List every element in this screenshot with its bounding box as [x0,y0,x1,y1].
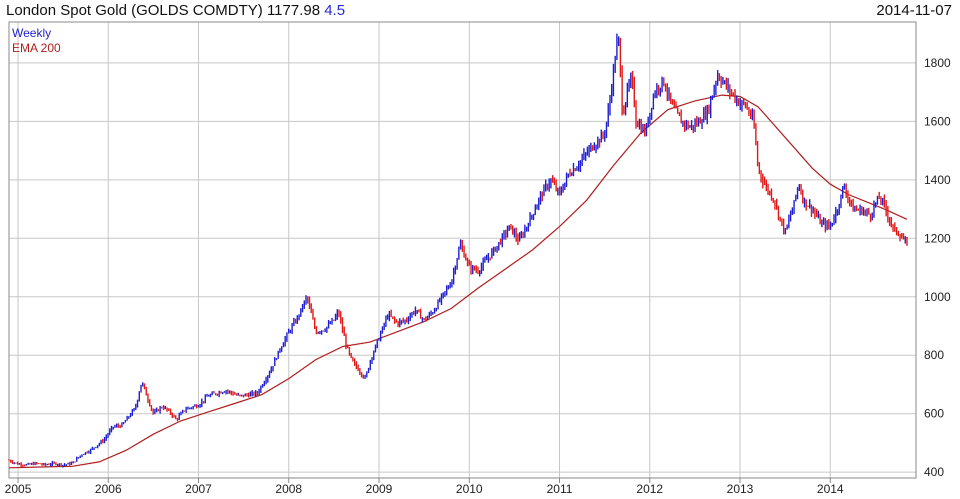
x-tick-label: 2011 [547,482,573,496]
last-price: 1177.98 [266,2,321,19]
y-tick-label: 1800 [924,56,951,70]
x-tick-label: 2005 [5,482,32,496]
ema-200-line [8,94,908,469]
x-tick-label: 2009 [366,482,393,496]
price-bars [8,33,908,468]
x-tick-label: 2014 [817,482,844,496]
legend-entry: Weekly [12,26,51,40]
y-axis: 400 600 800 1000 1200 1400 1600 1800 [924,56,951,479]
price-change: 4.5 [324,2,346,19]
plot-frame [8,21,917,479]
y-tick-label: 1000 [924,290,951,304]
y-tick-label: 1400 [924,173,951,187]
x-tick-label: 2008 [275,482,302,496]
ema-layer [8,94,908,469]
legend-entry: EMA 200 [12,41,61,55]
y-tick-label: 400 [924,465,944,479]
chart-date: 2014-11-07 [876,2,952,19]
y-tick-label: 600 [924,407,944,421]
x-tick-label: 2013 [727,482,754,496]
instrument-name: London Spot Gold (GOLDS COMDTY) [6,2,263,19]
y-tick-label: 800 [924,348,944,362]
chart-title: London Spot Gold (GOLDS COMDTY) 1177.98 … [6,2,345,19]
x-axis: 2005 2006 2007 2008 2009 2010 2011 2012 2013 2014 [5,478,844,496]
x-tick-label: 2007 [185,482,212,496]
x-tick-label: 2006 [95,482,122,496]
x-tick-label: 2012 [636,482,663,496]
y-tick-label: 1600 [924,114,951,128]
y-tick-label: 1200 [924,231,951,245]
x-tick-label: 2010 [456,482,483,496]
